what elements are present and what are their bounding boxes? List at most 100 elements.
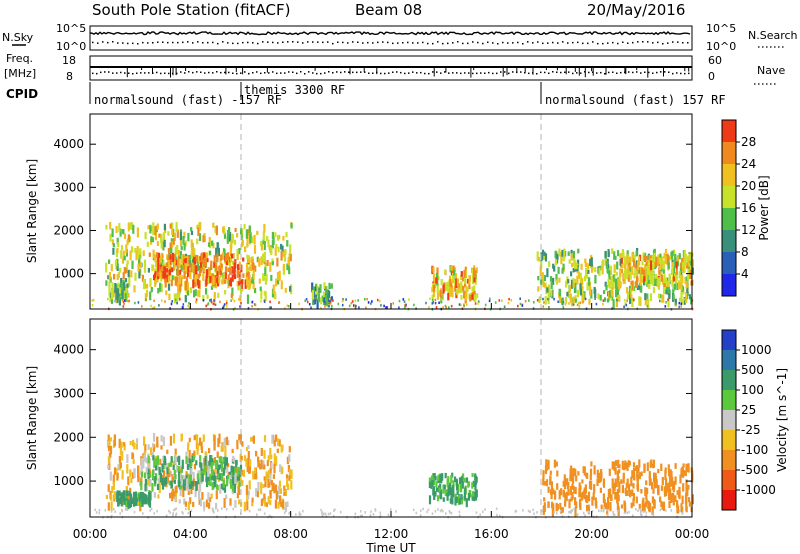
- nsky-panel: N.Sky 10^5 10^0 10^5 10^0 N.Search: [2, 22, 798, 53]
- nave-dot: [584, 71, 586, 73]
- velocity-echo-cell: [264, 480, 267, 488]
- power-echo-cell: [594, 267, 597, 273]
- nave-dot: [340, 71, 342, 74]
- power-noise-cell: [626, 299, 628, 302]
- velocity-noise-cell: [185, 507, 187, 511]
- power-echo-cell: [619, 253, 622, 259]
- velocity-echo-cell: [643, 503, 646, 512]
- velocity-echo-cell: [184, 501, 187, 507]
- power-noise-cell: [210, 298, 212, 301]
- nave-dot: [668, 71, 670, 73]
- power-echo-cell: [105, 280, 108, 286]
- velocity-colorbar-tick-label: -1000: [741, 483, 776, 497]
- power-echo-cell: [236, 269, 239, 278]
- nsky-trace: [89, 31, 691, 36]
- velocity-echo-cell: [460, 494, 463, 500]
- velocity-echo-cell: [242, 469, 245, 477]
- power-noise-cell: [533, 301, 535, 304]
- power-echo-cell: [567, 279, 570, 284]
- velocity-echo-cell: [209, 460, 212, 466]
- power-echo-cell: [227, 252, 230, 261]
- power-echo-cell: [187, 287, 190, 296]
- velocity-echo-cell: [174, 496, 177, 502]
- velocity-colorbar-swatch: [722, 370, 736, 390]
- velocity-noise-cell: [324, 512, 327, 515]
- power-echo-cell: [204, 258, 207, 267]
- power-echo-cell: [200, 254, 203, 263]
- velocity-colorbar-swatch: [722, 490, 736, 510]
- velocity-echo-cell: [275, 456, 278, 466]
- power-echo-cell: [635, 270, 638, 276]
- power-echo-cell: [123, 282, 126, 289]
- velocity-echo-cell: [579, 485, 582, 490]
- power-echo-cell: [133, 285, 136, 293]
- power-echo-cell: [192, 279, 195, 289]
- power-echo-cell: [180, 264, 183, 272]
- power-noise-cell: [385, 306, 387, 309]
- power-echo-cell: [170, 247, 173, 254]
- velocity-xtick-label: 16:00: [474, 527, 509, 541]
- power-echo-cell: [164, 278, 167, 288]
- power-echo-cell: [262, 231, 265, 241]
- velocity-echo-cell: [199, 461, 202, 468]
- power-echo-cell: [549, 276, 553, 282]
- velocity-echo-cell: [138, 494, 141, 502]
- velocity-colorbar-swatches: [722, 330, 736, 510]
- power-noise-cell: [328, 297, 331, 301]
- power-echo-cell: [652, 286, 656, 294]
- power-echo-cell: [539, 266, 542, 276]
- power-echo-cell: [256, 230, 259, 235]
- nsearch-dot: [277, 42, 279, 44]
- power-echo-cell: [139, 261, 142, 268]
- power-echo-cell: [575, 262, 578, 270]
- power-echo-cell: [181, 275, 184, 280]
- power-noise-cell: [270, 306, 272, 309]
- power-echo-cell: [311, 290, 314, 300]
- power-echo-cell: [250, 263, 253, 271]
- velocity-echo-cell: [170, 456, 173, 463]
- nsearch-dot: [252, 42, 254, 44]
- power-echo-cell: [329, 298, 332, 304]
- power-echo-cell: [228, 279, 231, 286]
- power-echo-cell: [639, 275, 642, 281]
- nave-dot: [548, 72, 550, 74]
- nave-dot: [544, 71, 546, 74]
- power-echo-cell: [451, 278, 455, 283]
- nave-dot: [520, 71, 522, 73]
- velocity-noise-cell: [298, 513, 301, 516]
- nsearch-dot: [102, 41, 104, 43]
- power-echo-cell: [239, 286, 243, 295]
- velocity-colorbar-swatch: [722, 330, 736, 350]
- power-echo-cell: [627, 266, 630, 273]
- velocity-echo-cell: [166, 473, 169, 484]
- nsearch-dot: [202, 42, 204, 44]
- power-echo-cell: [316, 299, 319, 309]
- power-echo-cell: [243, 224, 246, 230]
- velocity-echo-cell: [645, 480, 648, 486]
- power-noise-cell: [498, 299, 501, 302]
- power-echo-cell: [223, 279, 226, 284]
- power-echo-cell: [637, 260, 640, 271]
- velocity-echo-cell: [192, 501, 195, 507]
- velocity-echo-cell: [200, 462, 203, 472]
- power-echo-cell: [196, 254, 199, 263]
- velocity-echo-cell: [248, 466, 251, 474]
- power-echo-cell: [250, 256, 253, 264]
- power-echo-cell: [612, 299, 615, 310]
- power-echo-cell: [149, 278, 152, 287]
- velocity-echo-cell: [145, 467, 148, 473]
- nave-dot: [248, 72, 250, 75]
- velocity-noise-cell: [119, 512, 121, 515]
- power-echo-cell: [662, 278, 665, 285]
- power-echo-cell: [183, 231, 186, 239]
- power-echo-cell: [214, 226, 217, 233]
- velocity-echo-cell: [559, 502, 562, 509]
- power-echo-cell: [189, 287, 193, 294]
- power-echo-cell: [196, 261, 199, 272]
- velocity-echo-cell: [211, 469, 214, 476]
- velocity-echo-cell: [262, 497, 265, 504]
- power-echo-cell: [550, 289, 553, 297]
- nsearch-dot: [582, 42, 584, 45]
- velocity-colorbar-tick-label: -25: [741, 423, 761, 437]
